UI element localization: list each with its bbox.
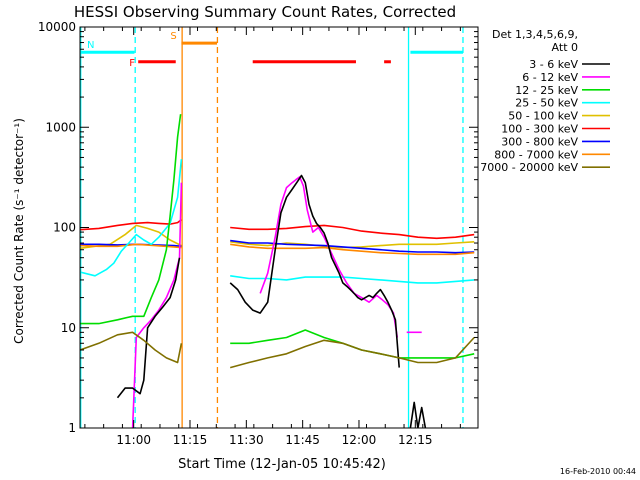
legend-entry-label-3: 25 - 50 keV <box>515 97 578 110</box>
flag-label-f: F <box>129 58 135 69</box>
x-tick-label-5: 12:15 <box>398 433 433 447</box>
flag-s: S <box>170 31 218 45</box>
series-6 <box>131 176 422 428</box>
axes: 11:00 11:15 11:30 11:45 12:00 12:15 1 10 100 1000… <box>38 20 479 447</box>
legend-entry-label-2: 12 - 25 keV <box>515 84 578 97</box>
series-6-segment-1 <box>259 176 399 338</box>
y-tick-label-4: 10000 <box>38 20 76 34</box>
series-7-segment-2 <box>409 401 427 428</box>
footer-timestamp: 16-Feb-2010 00:44 <box>560 467 636 476</box>
y-tick-label-1: 10 <box>61 321 76 335</box>
series-7 <box>116 174 427 428</box>
series-7-segment-1 <box>229 174 400 368</box>
series-2-segment-1 <box>230 239 475 254</box>
series-3-segment-0 <box>80 243 182 249</box>
chart-title: HESSI Observing Summary Count Rates, Cor… <box>74 3 456 21</box>
series-4 <box>80 159 475 284</box>
legend-entry-label-7: 800 - 7000 keV <box>494 148 578 161</box>
x-axis-label: Start Time (12-Jan-05 10:45:42) <box>178 457 386 472</box>
x-tick-label-0: 11:00 <box>116 433 151 447</box>
legend-entry-label-0: 3 - 6 keV <box>529 58 578 71</box>
x-tick-label-1: 11:15 <box>173 433 208 447</box>
series-5-segment-0 <box>80 114 182 325</box>
legend-entry-label-1: 6 - 12 keV <box>522 71 578 84</box>
flag-label-s: S <box>170 31 176 42</box>
x-tick-label-4: 12:00 <box>342 433 377 447</box>
series-4-segment-0 <box>80 159 183 277</box>
y-tick-label-0: 1 <box>68 421 76 435</box>
series-0 <box>80 218 475 240</box>
y-axis-label: Corrected Count Rate (s⁻¹ detector⁻¹) <box>12 118 26 344</box>
legend-title-line2: Att 0 <box>552 41 578 54</box>
flag-label-n: N <box>87 40 94 51</box>
y-tick-label-3: 1000 <box>45 120 76 134</box>
legend-entry-label-6: 300 - 800 keV <box>501 135 578 148</box>
x-tick-label-3: 11:45 <box>285 433 320 447</box>
series-8 <box>80 331 475 369</box>
series-8-segment-0 <box>80 331 183 364</box>
series-3-segment-1 <box>230 243 475 256</box>
series-5-segment-1 <box>230 329 475 359</box>
series-6-segment-0 <box>131 182 183 428</box>
series-0-segment-0 <box>80 218 182 231</box>
flag-f: F <box>129 58 391 69</box>
series-7-segment-0 <box>116 257 181 399</box>
series-8-segment-1 <box>229 336 475 369</box>
series-0-segment-1 <box>230 224 475 240</box>
legend-title-line1: Det 1,3,4,5,6,9, <box>492 28 578 41</box>
legend-entry-label-4: 50 - 100 keV <box>508 110 578 123</box>
series-3 <box>80 243 475 256</box>
flag-n: N <box>80 40 463 54</box>
y-tick-label-2: 100 <box>53 221 76 235</box>
legend-entry-label-5: 100 - 300 keV <box>501 123 578 136</box>
legend-entry-label-8: 7000 - 20000 keV <box>480 161 578 174</box>
x-tick-label-2: 11:30 <box>229 433 264 447</box>
plot-area: F N S <box>80 27 475 428</box>
